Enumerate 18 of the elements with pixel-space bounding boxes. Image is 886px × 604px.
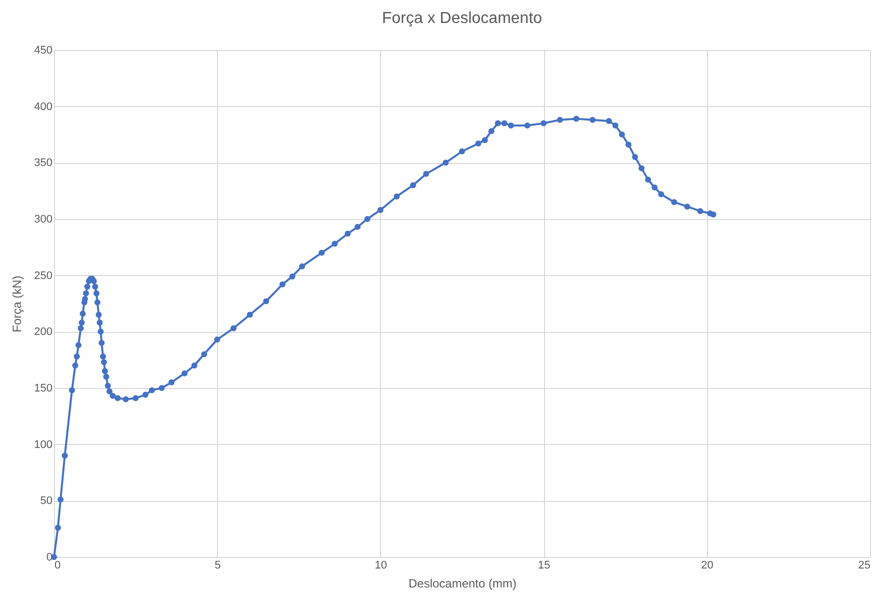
- y-tick-label: 100: [34, 438, 52, 451]
- x-tick-label: 15: [538, 560, 550, 572]
- y-tick-label: 50: [40, 495, 52, 508]
- y-tick-label: 200: [34, 326, 52, 338]
- y-tick-label: 250: [34, 270, 52, 282]
- x-tick-label: 0: [54, 560, 61, 572]
- x-tick-label: 25: [858, 560, 870, 572]
- x-tick-label: 5: [214, 560, 221, 572]
- chart-title: Força x Deslocamento: [382, 10, 542, 27]
- y-tick-label: 450: [34, 44, 52, 56]
- x-tick-label: 10: [374, 560, 388, 572]
- y-axis-title: Força (kN): [10, 276, 24, 332]
- y-tick-label: 300: [34, 214, 52, 226]
- y-tick-label: 150: [34, 382, 52, 394]
- y-tick-label: 400: [34, 100, 52, 113]
- x-axis-title: Deslocamento (mm): [408, 576, 517, 590]
- y-tick-label: 350: [34, 157, 52, 170]
- x-tick-label: 20: [701, 560, 714, 572]
